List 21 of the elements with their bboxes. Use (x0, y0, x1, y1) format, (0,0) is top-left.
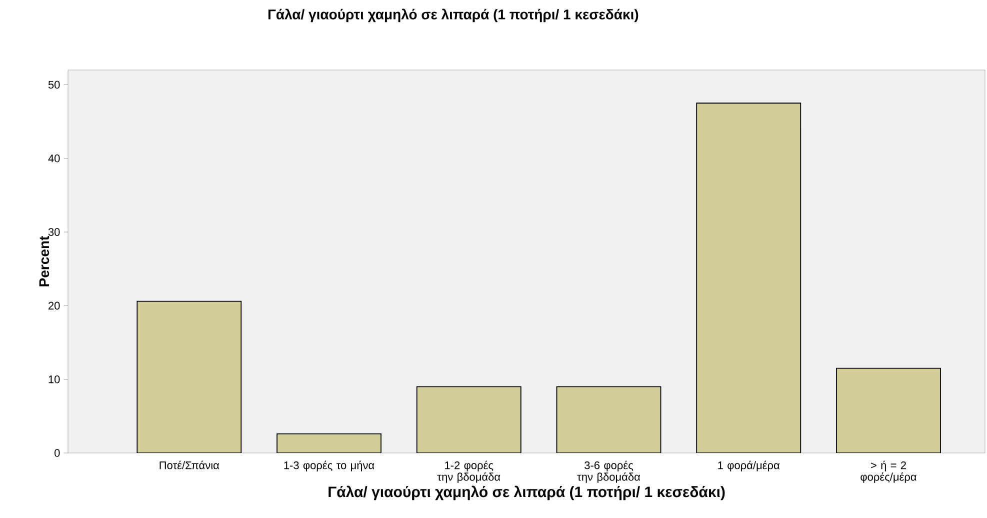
x-axis-title: Γάλα/ γιαούρτι χαμηλό σε λιπαρά (1 ποτήρι/ 1 κεσεδάκι) (328, 486, 725, 500)
bar (556, 386, 662, 453)
x-tick-label: 1-3 φορές το μήνα (284, 460, 374, 472)
x-tick-label: > ή = 2 φορές/μέρα (860, 460, 916, 483)
y-tick-label: 40 (48, 154, 60, 162)
bar (836, 368, 941, 453)
y-tick-label: 0 (54, 449, 60, 457)
y-tick-label: 20 (48, 302, 60, 310)
bar (416, 386, 522, 453)
bar (696, 102, 802, 453)
x-tick-label: 1 φορά/μέρα (718, 460, 780, 472)
y-axis-title: Percent (39, 236, 50, 286)
x-tick-label: Ποτέ/Σπάνια (160, 460, 220, 470)
y-tick-label: 10 (48, 375, 60, 384)
x-tick-label: 1-2 φορές την βδομάδα (437, 460, 500, 483)
chart-title: Γάλα/ γιαούρτι χαμηλό σε λιπαρά (1 ποτήρι/ 1 κεσεδάκι) (268, 8, 638, 22)
y-tick-label: 50 (48, 80, 60, 89)
y-tick-label: 30 (48, 228, 60, 236)
bar (276, 433, 382, 453)
bar (137, 301, 242, 453)
x-tick-label: 3-6 φορές την βδομάδα (577, 460, 640, 483)
